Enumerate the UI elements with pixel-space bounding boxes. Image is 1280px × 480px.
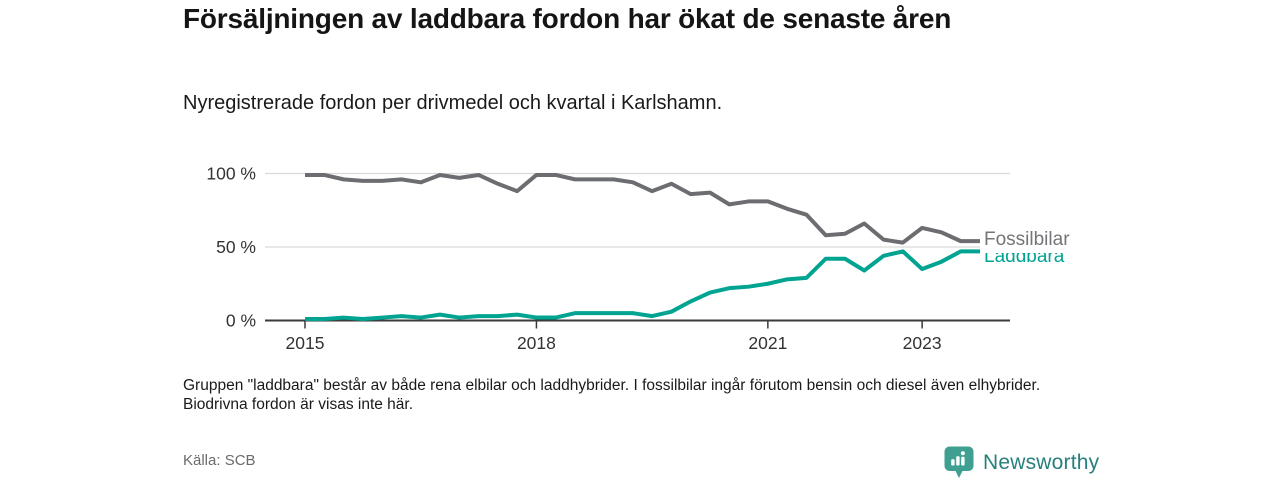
newsworthy-logo: Newsworthy [944,446,1099,479]
page-title: Försäljningen av laddbara fordon har öka… [183,3,952,34]
series-label-fossilbilar: Fossilbilar [984,229,1070,250]
x-tick-label-2023: 2023 [903,333,942,353]
source-label: Källa: SCB [183,452,256,469]
x-tick-label-2021: 2021 [748,333,787,353]
newsworthy-bars-icon [944,446,974,478]
y-tick-label-100: 100 % [206,164,256,184]
series-line-laddbara [305,249,980,322]
newsworthy-wordmark: Newsworthy [983,450,1100,474]
chart-footnote: Gruppen "laddbara" består av både rena e… [183,377,1041,413]
y-tick-label-0: 0 % [226,311,256,331]
x-tick-label-2015: 2015 [286,333,325,353]
series-line-fossilbilar [305,172,980,245]
y-tick-label-50: 50 % [216,237,256,257]
chart-subtitle: Nyregistrerade fordon per drivmedel och … [183,92,723,114]
series-label-background [980,225,1082,253]
x-tick-label-2018: 2018 [517,333,556,353]
